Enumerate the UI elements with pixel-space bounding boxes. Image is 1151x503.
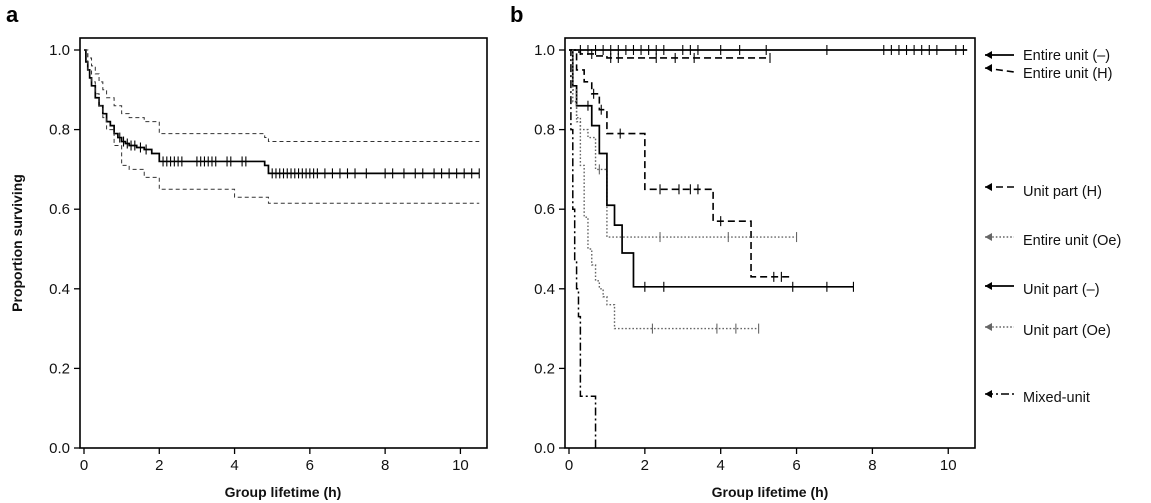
panel-b-xtick-label: 2 <box>641 457 649 474</box>
panel-b-xtick-label: 10 <box>940 457 957 474</box>
panel-a-ylabel: Proportion surviving <box>9 174 25 312</box>
panel-b-label: b <box>510 2 523 27</box>
panel-a-xtick-label: 0 <box>80 457 88 474</box>
panel-b-xtick-label: 4 <box>717 457 725 474</box>
panel-a-series-0-line <box>84 49 480 175</box>
panel-a-xtick-label: 2 <box>155 457 163 474</box>
panel-b-series-6-line <box>569 49 597 448</box>
panel-b-ytick-label: 0.4 <box>534 281 555 298</box>
panel-a-xtick-label: 6 <box>306 457 314 474</box>
panel-a-xtick-label: 10 <box>452 457 469 474</box>
panel-b-series-4-line <box>569 49 854 288</box>
panel-b-xtick-label: 8 <box>868 457 876 474</box>
legend-arrow-icon <box>985 51 992 59</box>
legend-label-1: Entire unit (H) <box>1023 66 1112 82</box>
panel-b-ytick-label: 0.0 <box>534 440 555 457</box>
legend-label-5: Unit part (Oe) <box>1023 323 1111 339</box>
legend-arrow-icon <box>985 390 992 398</box>
panel-a-plot <box>84 49 480 204</box>
panel-b-series-1-line <box>569 49 770 59</box>
panel-b-ytick-label: 0.6 <box>534 201 555 218</box>
legend-label-3: Entire unit (Oe) <box>1023 233 1121 249</box>
legend-arrow-icon <box>985 183 992 191</box>
panel-b-ytick-label: 1.0 <box>534 42 555 59</box>
panel-b-ytick-label: 0.8 <box>534 122 555 139</box>
panel-a-plot-area <box>79 37 488 449</box>
panel-a-ytick-label: 0.2 <box>49 360 70 377</box>
panel-b-xtick-label: 0 <box>565 457 573 474</box>
panel-b-plot-area <box>564 37 976 449</box>
legend-arrow-icon <box>985 282 992 290</box>
panel-a-ytick-label: 0.4 <box>49 281 70 298</box>
panel-a-label: a <box>6 2 19 27</box>
panel-b-xlabel: Group lifetime (h) <box>712 484 829 500</box>
panel-b-plot <box>569 45 968 448</box>
legend-label-2: Unit part (H) <box>1023 184 1102 200</box>
panel-b-legend: Entire unit (–) Entire unit (H) Unit part … <box>984 48 1121 406</box>
panel-a-ytick-label: 1.0 <box>49 42 70 59</box>
panel-a-ytick-label: 0.6 <box>49 201 70 218</box>
panel-a-axes: 0 2 4 6 8 10 0.0 0.2 0.4 0.6 0.8 1.0 <box>49 42 469 474</box>
panel-a-ytick-label: 0.0 <box>49 440 70 457</box>
legend-arrow-icon <box>985 323 992 331</box>
legend-arrow-icon <box>985 233 992 241</box>
legend-arrow-icon <box>985 64 992 72</box>
panel-a-series-1-line <box>84 49 480 143</box>
panel-b-xtick-label: 6 <box>792 457 800 474</box>
legend-label-6: Mixed-unit <box>1023 390 1090 406</box>
panel-a-xlabel: Group lifetime (h) <box>225 484 342 500</box>
panel-b-ytick-label: 0.2 <box>534 360 555 377</box>
panel-a-xtick-label: 4 <box>230 457 238 474</box>
panel-a-ytick-label: 0.8 <box>49 122 70 139</box>
panel-b-axes: 0 2 4 6 8 10 0.0 0.2 0.4 0.6 0.8 1.0 <box>534 42 956 474</box>
panel-a-series-2-line <box>84 49 480 204</box>
panel-a-xtick-label: 8 <box>381 457 389 474</box>
panel-b-series-3-line <box>569 49 797 238</box>
legend-label-4: Unit part (–) <box>1023 282 1100 298</box>
legend-label-0: Entire unit (–) <box>1023 48 1110 64</box>
panel-b-series-2-line <box>569 49 793 278</box>
